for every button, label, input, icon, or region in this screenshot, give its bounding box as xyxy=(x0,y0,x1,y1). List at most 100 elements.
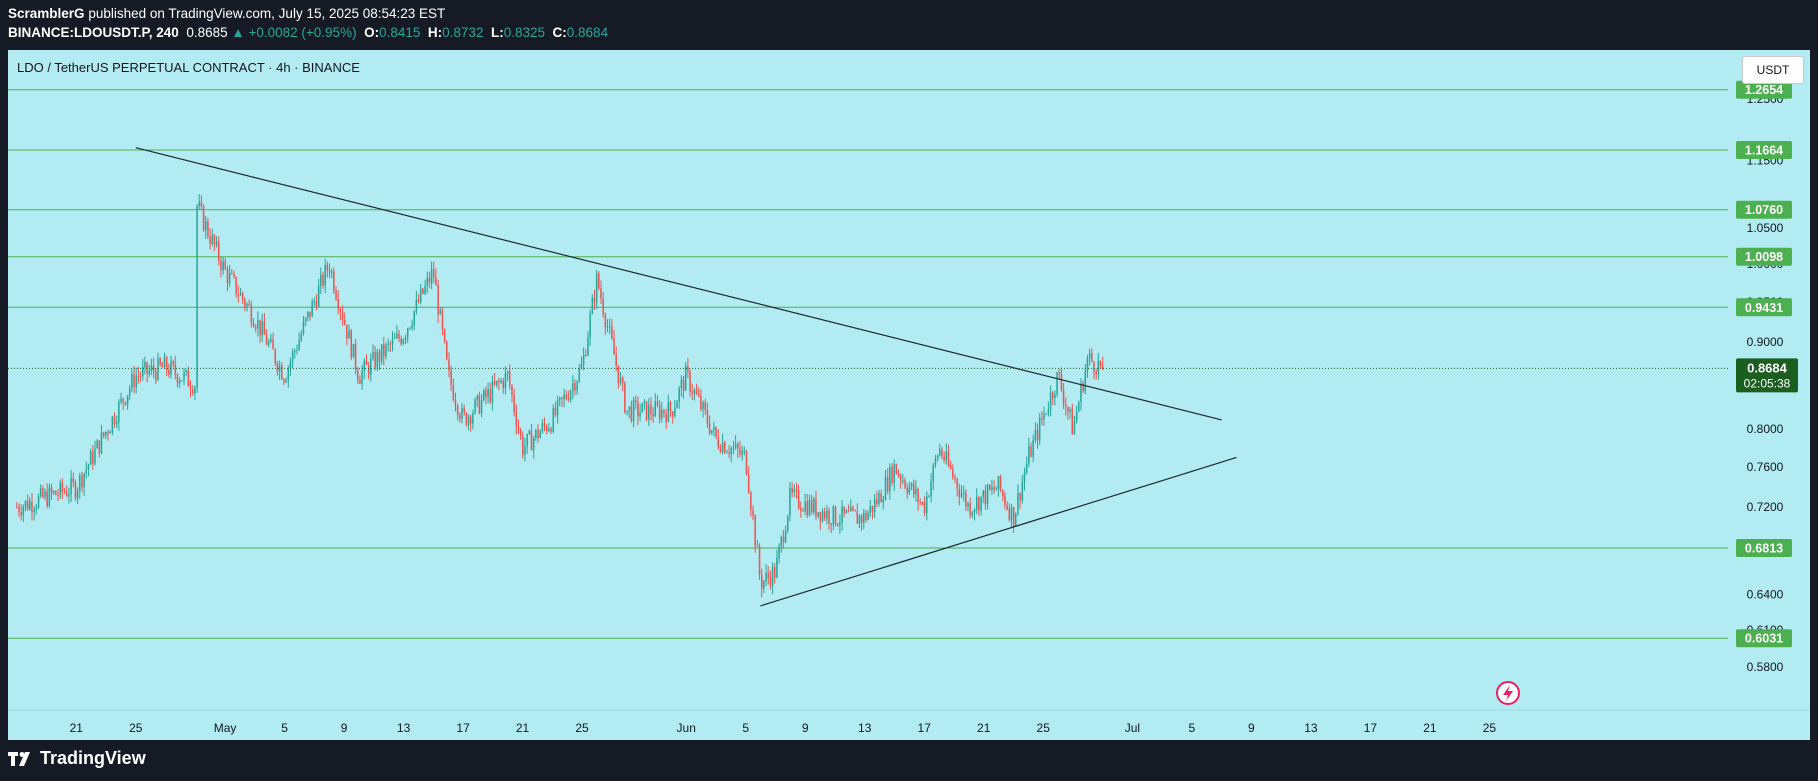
candle-body xyxy=(55,491,57,495)
candle-body xyxy=(556,399,559,415)
candle-body xyxy=(580,364,583,369)
chart-title: LDO / TetherUS PERPETUAL CONTRACT · 4h ·… xyxy=(17,60,360,75)
candle-body xyxy=(1082,383,1084,392)
candle-body xyxy=(389,343,392,345)
tradingview-logo[interactable]: TradingView xyxy=(8,748,146,769)
candle-body xyxy=(283,379,285,383)
time-axis-tick: 25 xyxy=(1037,721,1051,735)
candle-body xyxy=(26,500,29,510)
candle-body xyxy=(910,483,913,488)
candle-body xyxy=(869,506,872,513)
candle-body xyxy=(452,385,455,400)
candle-body xyxy=(939,448,941,456)
candle-body xyxy=(654,401,657,417)
chart-canvas[interactable]: 1.25001.15001.05001.00000.95000.90000.85… xyxy=(8,50,1810,740)
candle-body xyxy=(124,402,127,405)
chart-frame[interactable]: 1.25001.15001.05001.00000.95000.90000.85… xyxy=(8,50,1810,740)
candle-body xyxy=(81,475,83,488)
candle-body xyxy=(376,351,379,368)
candle-body xyxy=(1073,421,1076,435)
level-price-label-bg xyxy=(1736,247,1792,266)
author-name[interactable]: ScramblerG xyxy=(8,6,85,21)
candle-body xyxy=(823,511,826,519)
close-value: 0.8684 xyxy=(566,25,609,40)
candle-body xyxy=(417,299,420,303)
close-label: C: xyxy=(552,25,567,40)
candle-body xyxy=(348,330,350,339)
candle-body xyxy=(1023,472,1026,482)
candle-body xyxy=(587,337,589,356)
candle-body xyxy=(1025,463,1028,473)
candle-body xyxy=(671,411,674,417)
candle-body xyxy=(131,373,133,389)
candle-body xyxy=(509,371,511,386)
candle-body xyxy=(409,327,411,329)
candle-body xyxy=(595,273,598,303)
candle-body xyxy=(1065,403,1067,407)
candle-body xyxy=(16,507,18,509)
candle-body xyxy=(107,431,109,434)
candle-body xyxy=(541,423,544,432)
candle-body xyxy=(559,397,561,400)
candle-body xyxy=(1006,505,1008,509)
time-axis-tick: 9 xyxy=(341,721,348,735)
candle-body xyxy=(244,299,246,307)
candle-body xyxy=(821,511,824,521)
candle-body xyxy=(949,464,952,469)
candle-body xyxy=(363,360,366,372)
candle-body xyxy=(515,411,518,427)
candle-body xyxy=(613,338,615,355)
candle-body xyxy=(480,399,483,414)
candle-body xyxy=(958,488,961,497)
candle-body xyxy=(663,409,665,414)
candle-body xyxy=(743,450,746,452)
candle-body xyxy=(678,388,680,402)
candle-body xyxy=(76,490,79,498)
candle-body xyxy=(367,364,370,375)
candle-body xyxy=(876,499,878,504)
candle-body xyxy=(357,369,359,380)
candle-body xyxy=(930,481,932,497)
candle-body xyxy=(472,413,474,424)
candle-body xyxy=(843,506,846,514)
candle-body xyxy=(832,506,835,525)
candle-body xyxy=(639,412,641,417)
candle-body xyxy=(711,430,713,434)
candle-body xyxy=(700,396,702,410)
symbol-label[interactable]: BINANCE:LDOUSDT.P, 240 xyxy=(8,25,179,40)
candle-body xyxy=(196,206,198,388)
candle-body xyxy=(734,443,737,448)
time-axis-tick: 21 xyxy=(70,721,84,735)
candle-body xyxy=(435,277,437,286)
candle-body xyxy=(174,364,177,375)
candle-body xyxy=(72,478,75,483)
candle-body xyxy=(44,491,46,498)
candle-body xyxy=(741,450,743,455)
candle-body xyxy=(637,401,639,417)
candle-body xyxy=(565,395,568,399)
high-value: 0.8732 xyxy=(442,25,484,40)
candle-body xyxy=(693,390,696,394)
candle-body xyxy=(767,572,770,578)
candle-body xyxy=(337,298,340,309)
candle-body xyxy=(730,447,733,454)
candle-body xyxy=(750,492,752,510)
candle-body xyxy=(209,236,211,244)
candle-body xyxy=(854,510,856,512)
candle-body xyxy=(934,459,937,465)
candle-body xyxy=(967,503,969,507)
candle-body xyxy=(281,365,283,380)
candle-body xyxy=(222,261,224,271)
candle-body xyxy=(20,512,22,516)
candle-body xyxy=(250,305,253,324)
candle-body xyxy=(200,202,203,207)
candle-body xyxy=(307,311,309,318)
candle-body xyxy=(837,524,839,526)
candle-body xyxy=(61,482,64,492)
currency-unit-button[interactable]: USDT xyxy=(1742,56,1804,84)
candle-body xyxy=(858,515,861,524)
candle-body xyxy=(79,475,81,491)
candle-body xyxy=(400,338,402,344)
candle-body xyxy=(643,401,646,404)
candle-body xyxy=(469,416,472,424)
